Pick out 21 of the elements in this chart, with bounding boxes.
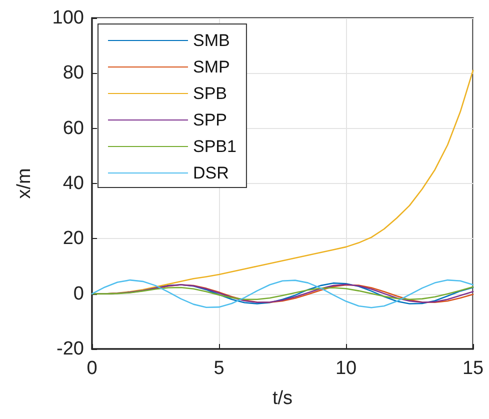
legend-label: SPP	[193, 110, 228, 130]
y-tick-label: 80	[62, 62, 84, 84]
y-tick-label: 0	[73, 283, 84, 304]
legend-label: SPB	[193, 84, 228, 103]
line-series	[91, 286, 474, 300]
y-axis-title: x/m	[14, 168, 35, 199]
legend-label: SMP	[193, 58, 230, 76]
y-tick-label: 100	[52, 8, 84, 28]
y-tick-label: -20	[56, 338, 84, 360]
legend-label: SMB	[193, 31, 230, 50]
y-tick-label: 40	[62, 173, 84, 194]
y-tick-label: 60	[62, 118, 84, 139]
x-tick-label: 0	[86, 358, 98, 379]
legend-label: DSR	[193, 164, 229, 182]
y-tick-label: 20	[62, 228, 84, 250]
x-axis-title: t/s	[272, 388, 293, 409]
x-tick-label: 10	[335, 358, 357, 379]
x-tick-label: 15	[462, 358, 484, 379]
line-series	[91, 279, 474, 308]
x-tick-label: 5	[214, 358, 224, 379]
legend-label: SPB1	[193, 137, 236, 156]
